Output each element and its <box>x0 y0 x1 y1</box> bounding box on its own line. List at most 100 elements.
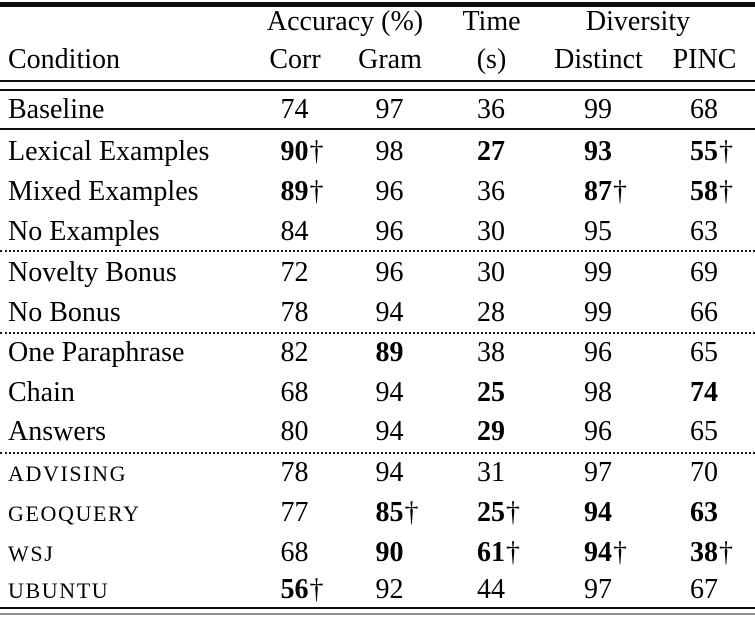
condition-label: Chain <box>0 373 250 413</box>
cell-value: 65 <box>690 337 718 368</box>
table-cell: 97 <box>340 90 440 130</box>
table-row-mixed-examples: Mixed Examples 89† 96 36 87† 58† <box>0 172 755 212</box>
cell-value: 97 <box>584 574 612 605</box>
table-cell: 96 <box>543 412 654 452</box>
cell-value: 68 <box>280 537 309 568</box>
col-header-gram: Gram <box>358 44 422 75</box>
table-cell: 90 <box>340 533 440 573</box>
header-double-rule-2 <box>0 89 755 91</box>
table-cell: 77 <box>250 493 340 533</box>
cell-value: 67 <box>690 574 718 605</box>
cell-value: 74 <box>280 94 309 125</box>
cell-value: 38 <box>690 537 718 568</box>
cell-value: 36 <box>477 94 505 125</box>
table-row-answers: Answers 80 94 29 96 65 <box>0 412 755 452</box>
cell-value: 66 <box>690 297 718 328</box>
table-cell: 98 <box>340 132 440 172</box>
cell-value: 55 <box>690 136 718 167</box>
cell-value: 28 <box>477 297 505 328</box>
cell-value: 68 <box>280 377 309 408</box>
table-cell: 94 <box>340 453 440 493</box>
cell-value: 56 <box>280 574 309 605</box>
table-cell: 80 <box>250 412 340 452</box>
condition-text: Mixed Examples <box>8 176 199 207</box>
table-cell: 65 <box>654 412 755 452</box>
condition-label: Novelty Bonus <box>0 253 250 293</box>
cell-value: 94 <box>375 416 404 447</box>
table-row-lexical-examples: Lexical Examples 90† 98 27 93 55† <box>0 132 755 172</box>
cell-value: 80 <box>280 416 309 447</box>
table-cell: 97 <box>543 453 654 493</box>
condition-text: No Bonus <box>8 297 121 328</box>
table-cell: 84 <box>250 212 340 252</box>
table-cell: 94 <box>340 293 440 333</box>
cell-value: 99 <box>584 94 612 125</box>
condition-text: UBUNTU <box>8 578 110 603</box>
table-cell: 28 <box>440 293 543 333</box>
cell-value: 97 <box>375 94 404 125</box>
cell-value: 84 <box>280 216 309 247</box>
table-row-chain: Chain 68 94 25 98 74 <box>0 373 755 413</box>
cell-value: 68 <box>690 94 718 125</box>
cell-value: 89 <box>280 176 309 207</box>
table-row-wsj: WSJ 68 90 61† 94† 38† <box>0 533 755 573</box>
table-cell: 29 <box>440 412 543 452</box>
col-header-distinct: Distinct <box>554 44 643 75</box>
cell-value: 25 <box>477 497 505 528</box>
table-row-no-bonus: No Bonus 78 94 28 99 66 <box>0 293 755 333</box>
table-row-ubuntu: UBUNTU 56† 92 44 97 67 <box>0 570 755 610</box>
condition-text: No Examples <box>8 216 160 247</box>
table-cell: 96 <box>543 333 654 373</box>
group-header-time: Time <box>462 6 521 37</box>
table-cell: 94 <box>543 493 654 533</box>
baseline-separator-rule <box>0 128 755 130</box>
condition-label: Mixed Examples <box>0 172 250 212</box>
dotted-separator-1 <box>0 250 755 252</box>
cell-value: 98 <box>584 377 612 408</box>
table-cell: 65 <box>654 333 755 373</box>
condition-text: Answers <box>8 416 106 447</box>
table-cell: 94 <box>340 373 440 413</box>
dotted-separator-3 <box>0 452 755 454</box>
condition-label: Answers <box>0 412 250 452</box>
cell-value: 90 <box>375 537 404 568</box>
col-header-pinc: PINC <box>672 44 737 75</box>
condition-text: ADVISING <box>8 461 128 486</box>
cell-value: 94 <box>375 457 404 488</box>
table-cell: 38 <box>440 333 543 373</box>
cell-value: 74 <box>690 377 718 408</box>
header-double-rule-1 <box>0 80 755 82</box>
condition-text: GEOQUERY <box>8 501 141 526</box>
table-cell: 87† <box>584 176 627 207</box>
table-cell: 61† <box>477 537 520 568</box>
cell-value: 89 <box>375 337 404 368</box>
cell-value: 72 <box>280 257 309 288</box>
table-cell: 27 <box>440 132 543 172</box>
table-cell: 67 <box>654 570 755 610</box>
column-header-row: Condition Corr Gram (s) Distinct PINC <box>0 40 755 80</box>
table-row-geoquery: GEOQUERY 77 85† 25† 94 63 <box>0 493 755 533</box>
condition-label: Baseline <box>0 90 250 130</box>
cell-value: 25 <box>477 377 505 408</box>
condition-label: One Paraphrase <box>0 333 250 373</box>
table-cell: 90† <box>280 136 324 167</box>
table-cell: 98 <box>543 373 654 413</box>
table-cell: 56† <box>280 574 324 605</box>
cell-value: 70 <box>690 457 718 488</box>
table-cell: 93 <box>543 132 654 172</box>
cell-value: 38 <box>477 337 505 368</box>
condition-text: WSJ <box>8 541 55 566</box>
cell-value: 98 <box>375 136 404 167</box>
cell-value: 63 <box>690 216 718 247</box>
table-cell: 99 <box>543 293 654 333</box>
col-header-time-s: (s) <box>476 44 507 75</box>
cell-value: 96 <box>375 176 404 207</box>
table-cell: 66 <box>654 293 755 333</box>
cell-value: 30 <box>477 216 505 247</box>
cell-value: 94 <box>584 537 612 568</box>
table-cell: 95 <box>543 212 654 252</box>
table-cell: 36 <box>440 172 543 212</box>
cell-value: 96 <box>584 416 612 447</box>
cell-value: 69 <box>690 257 718 288</box>
table-cell: 94 <box>340 412 440 452</box>
